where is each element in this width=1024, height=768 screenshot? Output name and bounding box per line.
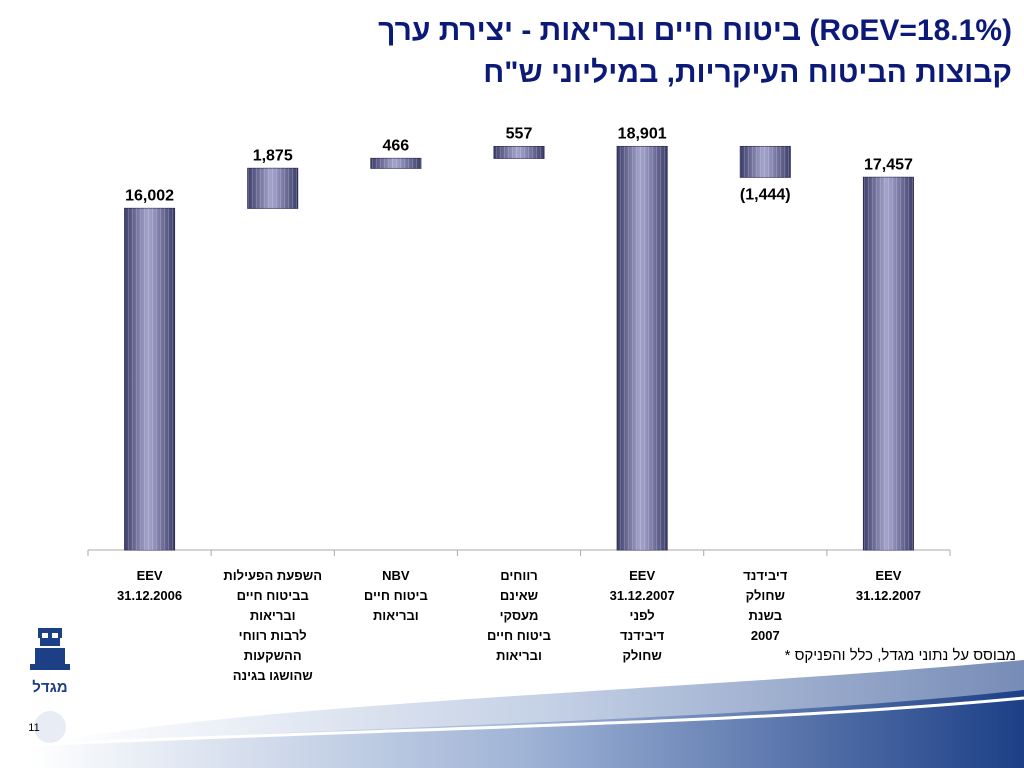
logo-part <box>30 664 70 670</box>
logo-text: מגדל <box>32 679 67 696</box>
x-tick-label: 31.12.2006 <box>117 588 182 603</box>
waterfall-chart: 16,002 EEV 31.12.2006 1,875 השפעת הפעילות בבי… <box>87 125 951 683</box>
title-line: קבוצות הביטוח העיקריות, במיליוני ש"ח <box>483 56 1012 89</box>
x-tick-label: לפני <box>630 608 655 623</box>
x-tick-label: בשנת <box>749 608 782 623</box>
bar-texture <box>494 146 544 159</box>
x-tick-label: EEV <box>875 568 901 583</box>
x-tick-label: EEV <box>137 568 163 583</box>
logo-part <box>40 638 60 646</box>
x-tick-label: EEV <box>629 568 655 583</box>
bar-texture <box>863 177 914 551</box>
logo-part <box>58 628 62 638</box>
x-tick-label: דיבידנד <box>743 568 788 583</box>
data-label: 18,901 <box>618 125 667 142</box>
footnote: * מבוסס על נתוני מגדל, כלל והפניקס <box>785 647 1016 664</box>
x-tick-label: ובריאות <box>496 648 542 663</box>
data-label: 1,875 <box>253 147 293 164</box>
x-tick-label: 31.12.2007 <box>610 588 675 603</box>
footer-line <box>29 696 1024 747</box>
page-number: 11 <box>28 722 39 734</box>
x-tick-label: ביטוח חיים <box>487 628 551 643</box>
data-label: (1,444) <box>740 186 791 203</box>
x-tick-label: שחולק <box>746 588 785 603</box>
x-tick-label: דיבידנד <box>620 628 665 643</box>
logo: מגדל <box>30 628 70 696</box>
x-tick-label: ובריאות <box>373 608 419 623</box>
logo-part <box>35 648 65 664</box>
data-label: 557 <box>506 125 533 142</box>
x-tick-label: השפעת הפעילות <box>223 568 322 583</box>
bar-texture <box>740 146 791 178</box>
footer-swoosh <box>60 660 1024 748</box>
x-tick-label: בביטוח חיים <box>237 588 309 603</box>
data-label: 17,457 <box>864 156 913 173</box>
page-badge <box>34 711 66 743</box>
x-tick-label: NBV <box>382 568 410 583</box>
data-label: 16,002 <box>125 187 174 204</box>
bar-texture <box>124 208 175 550</box>
data-label: 466 <box>383 137 410 154</box>
x-tick-label: ובריאות <box>250 608 296 623</box>
x-tick-label: שאינם <box>500 588 538 603</box>
logo-part <box>48 628 52 638</box>
bar-texture <box>617 146 668 550</box>
x-tick-label: ביטוח חיים <box>364 588 428 603</box>
bar-texture <box>247 168 298 209</box>
x-tick-label: מעסקי <box>500 608 539 623</box>
x-tick-label: 31.12.2007 <box>856 588 921 603</box>
bar-texture <box>370 158 421 169</box>
x-tick-label: לרבות רווחי <box>239 628 307 643</box>
x-tick-label: ההשקעות <box>244 648 302 663</box>
x-tick-label: 2007 <box>751 628 780 643</box>
logo-part <box>38 628 42 638</box>
x-tick-label: שחולק <box>622 648 661 663</box>
title-line: ביטוח חיים ובריאות - יצירת ערך (RoEV=18.… <box>378 14 1012 47</box>
x-tick-label: שהושגו בגינה <box>233 668 313 683</box>
x-tick-label: רווחים <box>500 568 537 583</box>
footer-band <box>30 690 1024 768</box>
